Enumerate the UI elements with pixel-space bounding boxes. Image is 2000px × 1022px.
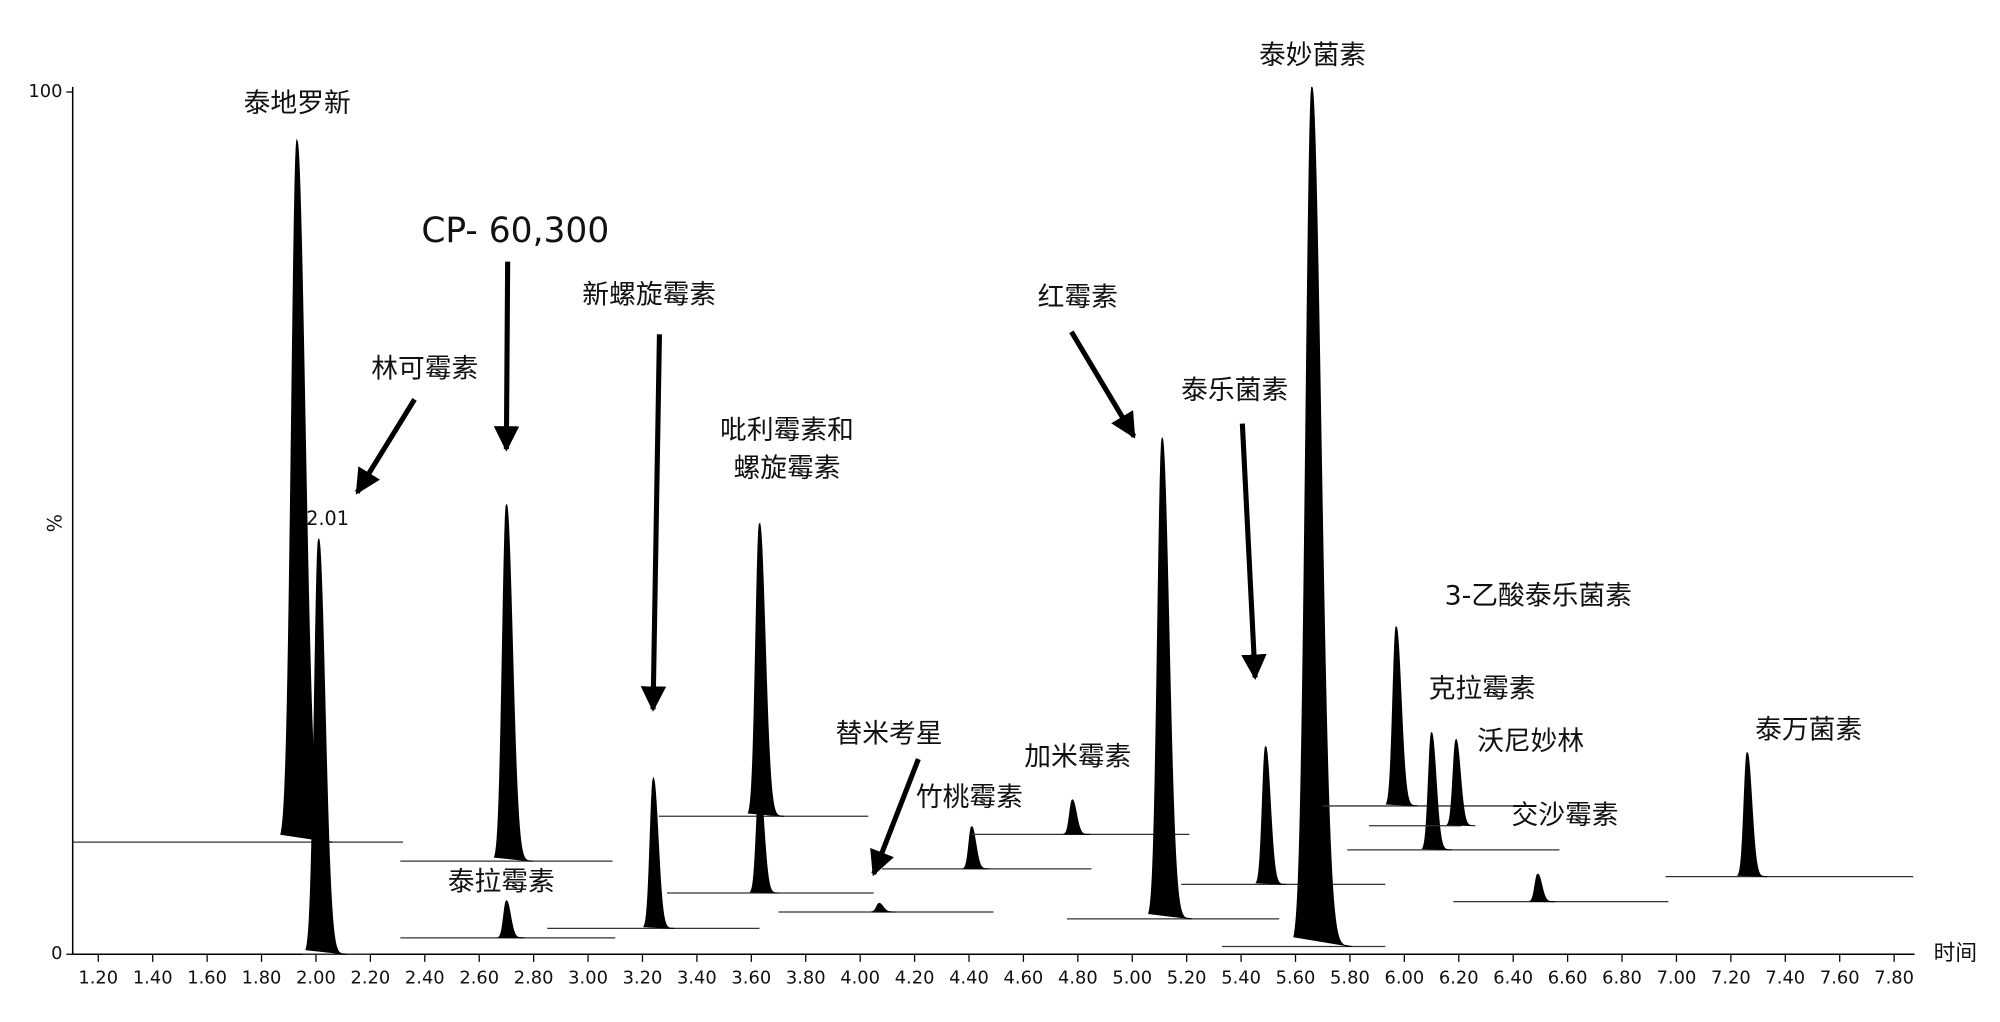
peak — [1293, 86, 1352, 947]
peak-label: 泰乐菌素 — [1181, 375, 1288, 406]
peak-label: 加米霉素 — [1024, 741, 1131, 772]
arrow — [870, 758, 921, 877]
peak — [749, 783, 780, 894]
peak-label: 交沙霉素 — [1512, 800, 1619, 831]
x-tick-label: 6.80 — [1602, 967, 1642, 988]
peak — [1255, 745, 1287, 885]
arrow — [493, 261, 520, 452]
peak — [1737, 752, 1768, 878]
x-tick-label: 4.00 — [840, 967, 880, 988]
peak — [493, 504, 533, 862]
x-tick-label: 5.80 — [1330, 967, 1370, 988]
x-tick-label: 4.80 — [1058, 967, 1098, 988]
peak-label: 克拉霉素 — [1429, 674, 1536, 705]
x-tick-label: 5.20 — [1167, 967, 1207, 988]
arrow — [354, 398, 417, 495]
peak-label: 竹桃霉素 — [916, 782, 1023, 813]
x-tick-label: 3.60 — [731, 967, 771, 988]
x-tick-label: 1.40 — [133, 967, 173, 988]
x-tick-label: 4.20 — [895, 967, 935, 988]
peak-label: 泰万菌素 — [1755, 715, 1862, 746]
peak-label: 泰地罗新 — [244, 88, 351, 119]
peak — [496, 900, 525, 939]
peak-label: 吡利霉素和 — [720, 415, 854, 446]
x-tick-label: 6.20 — [1439, 967, 1479, 988]
peak — [961, 825, 990, 870]
peak — [871, 902, 897, 913]
x-tick-label: 3.80 — [786, 967, 826, 988]
x-tick-label: 6.00 — [1384, 967, 1424, 988]
x-tick-label: 5.00 — [1112, 967, 1152, 988]
x-tick-label: 7.40 — [1765, 967, 1805, 988]
peak — [1148, 437, 1193, 920]
x-tick-label: 6.60 — [1548, 967, 1588, 988]
x-tick-label: 1.60 — [187, 967, 227, 988]
x-tick-label: 5.40 — [1221, 967, 1261, 988]
x-tick-label: 1.20 — [78, 967, 118, 988]
peak — [1385, 626, 1418, 807]
peak-label: 泰拉霉素 — [448, 866, 555, 897]
arrow — [1069, 330, 1137, 439]
x-tick-label: 3.40 — [677, 967, 717, 988]
peak — [747, 522, 785, 817]
y-axis-label: % — [44, 514, 67, 532]
x-tick-label: 7.00 — [1657, 967, 1697, 988]
arrow — [640, 334, 667, 712]
peak-label: 新螺旋霉素 — [582, 280, 716, 311]
y-tick-label: 100 — [28, 81, 62, 102]
peak — [1446, 738, 1476, 827]
peak-label: 泰妙菌素 — [1259, 40, 1366, 71]
peak-label: 林可霉素 — [371, 354, 478, 385]
x-tick-label: 2.40 — [405, 967, 445, 988]
apex-label: 2.01 — [306, 507, 349, 530]
peak — [1421, 731, 1452, 851]
arrow — [1239, 423, 1267, 681]
y-tick-label: 0 — [51, 943, 62, 964]
x-tick-label: 2.20 — [351, 967, 391, 988]
x-tick-label: 1.80 — [242, 967, 282, 988]
peak-label: 替米考星 — [835, 718, 942, 749]
x-tick-label: 7.80 — [1874, 967, 1914, 988]
x-tick-label: 4.60 — [1004, 967, 1044, 988]
peak — [643, 776, 675, 929]
x-tick-label: 2.80 — [514, 967, 554, 988]
peak-label: 3-乙酸泰乐菌素 — [1445, 581, 1632, 612]
peak — [1529, 873, 1556, 903]
x-tick-label: 4.40 — [949, 967, 989, 988]
x-tick-label: 5.60 — [1276, 967, 1316, 988]
x-tick-label: 2.00 — [296, 967, 336, 988]
x-tick-label: 2.60 — [459, 967, 499, 988]
x-tick-label: 3.00 — [568, 967, 608, 988]
peak-label: 红霉素 — [1038, 282, 1118, 313]
x-tick-label: 3.20 — [623, 967, 663, 988]
peak — [1062, 799, 1091, 835]
peak-label: CP- 60,300 — [421, 211, 609, 251]
x-tick-label: 7.60 — [1820, 967, 1860, 988]
x-axis-label: 时间 — [1934, 941, 1977, 966]
peak-label: 沃尼妙林 — [1477, 726, 1584, 757]
x-tick-label: 6.40 — [1493, 967, 1533, 988]
peak-label: 螺旋霉素 — [733, 453, 840, 484]
x-tick-label: 7.20 — [1711, 967, 1751, 988]
peak — [305, 538, 347, 955]
